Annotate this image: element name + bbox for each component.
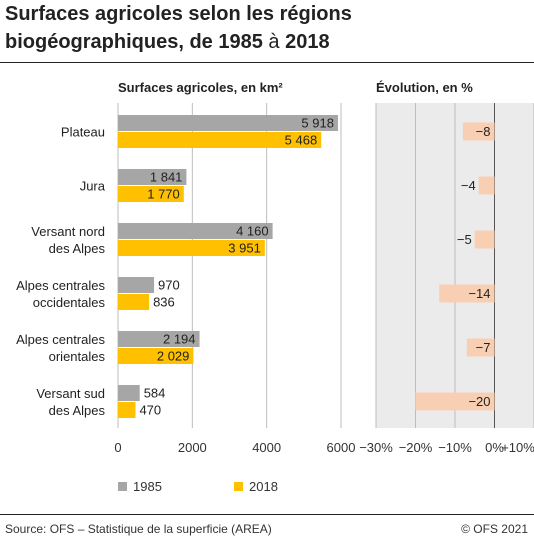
evolution-bar-2: [474, 230, 495, 249]
bar-label-2018-0: 5 468: [285, 133, 318, 148]
chart-title: Surfaces agricoles selon les régions bio…: [5, 0, 525, 56]
source-note: Source: OFS – Statistique de la superfic…: [5, 522, 272, 536]
category-label-5-0: Versant sud: [36, 386, 105, 401]
evolution-x-tick-label-3: 0%: [485, 440, 504, 455]
category-label-1-0: Jura: [80, 179, 106, 194]
category-label-3-0: Alpes centrales: [16, 278, 105, 293]
bar-1985-0: [118, 115, 338, 131]
title-divider: [0, 62, 534, 63]
evolution-x-tick-label-4: +10%: [501, 440, 534, 455]
chart-title-part-a: biogéographiques, de 1985: [5, 31, 263, 53]
bar-label-2018-3: 836: [153, 295, 175, 310]
chart-title-line-1: Surfaces agricoles selon les régions: [5, 3, 352, 25]
bar-1985-4: [118, 331, 200, 347]
bar-2018-4: [118, 348, 194, 364]
bar-1985-3: [118, 277, 155, 293]
evolution-bar-1: [478, 176, 495, 195]
bar-label-1985-2: 4 160: [236, 224, 269, 239]
chart-title-part-b: à: [262, 31, 286, 53]
bar-2018-5: [118, 402, 136, 418]
legend-swatch-2018: [234, 482, 243, 491]
category-label-4-0: Alpes centrales: [16, 332, 105, 347]
legend-item-1985: 1985: [118, 479, 162, 494]
area-x-tick-label-0: 0: [114, 440, 121, 455]
evolution-label-2: −5: [457, 232, 472, 247]
area-x-tick-label-2: 4000: [252, 440, 281, 455]
area-panel-title: Surfaces agricoles, en km²: [118, 80, 283, 95]
category-label-2-0: Versant nord: [31, 224, 105, 239]
evolution-label-3: −14: [468, 286, 490, 301]
bar-label-1985-0: 5 918: [301, 116, 334, 131]
bar-1985-5: [118, 385, 140, 401]
bar-2018-2: [118, 240, 265, 256]
area-x-tick-label-1: 2000: [178, 440, 207, 455]
area-x-tick-label-3: 6000: [327, 440, 356, 455]
evolution-x-tick-label-1: −20%: [399, 440, 433, 455]
legend-label-2018: 2018: [249, 479, 278, 494]
category-label-2-1: des Alpes: [49, 241, 106, 256]
bar-1985-2: [118, 223, 273, 239]
footer-divider: [0, 514, 534, 515]
copyright-note: © OFS 2021: [461, 522, 528, 536]
evolution-label-1: −4: [461, 178, 476, 193]
chart-title-part-c: 2018: [285, 31, 330, 53]
bar-label-1985-4: 2 194: [163, 332, 196, 347]
evolution-x-tick-label-2: −10%: [438, 440, 472, 455]
evolution-bar-0: [462, 122, 495, 141]
evolution-label-4: −7: [476, 340, 491, 355]
category-label-3-1: occidentales: [33, 295, 106, 310]
evolution-bar-3: [439, 284, 495, 303]
category-label-0-0: Plateau: [61, 125, 105, 140]
legend-item-2018: 2018: [234, 479, 278, 494]
bar-2018-1: [118, 186, 184, 202]
legend-swatch-1985: [118, 482, 127, 491]
bar-label-2018-5: 470: [139, 403, 161, 418]
category-label-4-1: orientales: [49, 349, 106, 364]
bar-label-1985-1: 1 841: [150, 170, 183, 185]
evolution-label-0: −8: [476, 124, 491, 139]
category-label-5-1: des Alpes: [49, 403, 106, 418]
bar-label-2018-4: 2 029: [157, 349, 190, 364]
chart-title-line-2: biogéographiques, de 1985 à 2018: [5, 28, 525, 56]
bar-1985-1: [118, 169, 187, 185]
evolution-x-tick-label-0: −30%: [359, 440, 393, 455]
bar-2018-3: [118, 294, 150, 310]
legend-label-1985: 1985: [133, 479, 162, 494]
evolution-bar-4: [466, 338, 495, 357]
bar-label-1985-3: 970: [158, 278, 180, 293]
bar-label-2018-2: 3 951: [228, 241, 261, 256]
bar-label-1985-5: 584: [144, 386, 166, 401]
evolution-label-5: −20: [468, 394, 490, 409]
bar-label-2018-1: 1 770: [147, 187, 180, 202]
bar-2018-0: [118, 132, 322, 148]
evolution-bar-5: [415, 392, 495, 411]
evolution-panel-title: Évolution, en %: [376, 80, 473, 95]
